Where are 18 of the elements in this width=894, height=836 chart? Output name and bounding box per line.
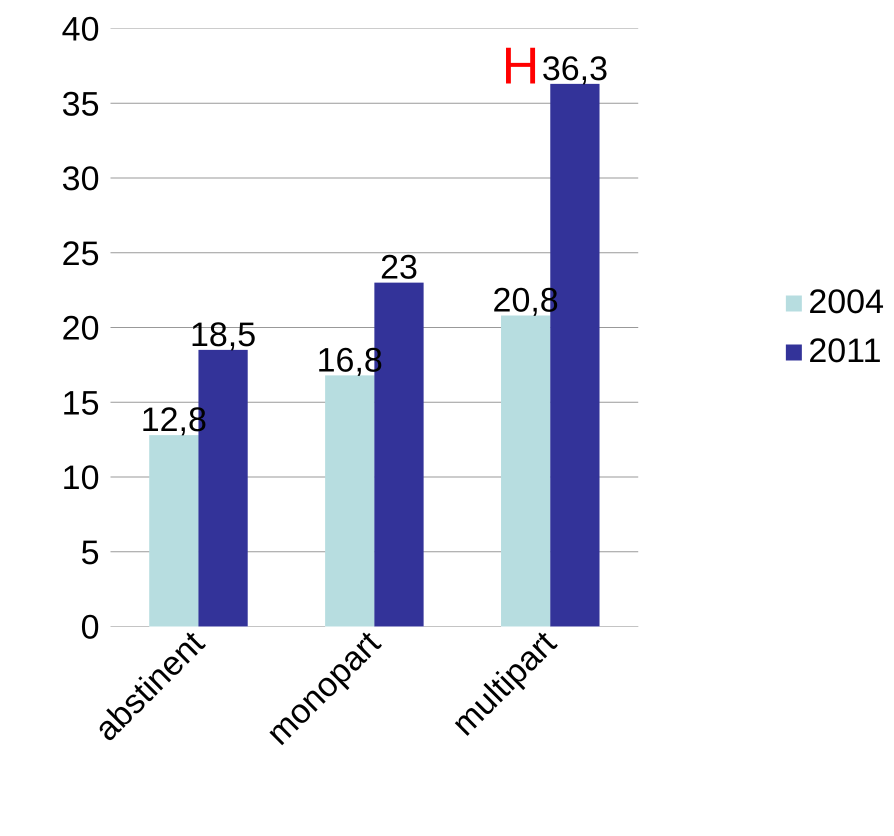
y-tick-label: 35 [62,85,100,124]
y-tick-label: 15 [62,384,100,422]
y-tick-label: 0 [80,608,100,646]
bar [501,316,550,626]
y-tick-label: 25 [62,234,100,273]
annotation: H [502,38,540,96]
data-label: 23 [380,248,418,287]
bar [149,435,198,626]
y-tick-label: 5 [80,534,100,572]
legend-label: 2004 [808,283,884,322]
y-tick-label: 20 [62,310,100,348]
data-label: 36,3 [542,50,608,88]
data-label: 18,5 [190,316,256,354]
y-tick-label: 10 [62,459,100,497]
legend-label: 2011 [808,332,882,371]
bar [325,375,374,626]
y-tick-label: 40 [62,10,100,48]
y-tick-label: 30 [62,160,100,198]
